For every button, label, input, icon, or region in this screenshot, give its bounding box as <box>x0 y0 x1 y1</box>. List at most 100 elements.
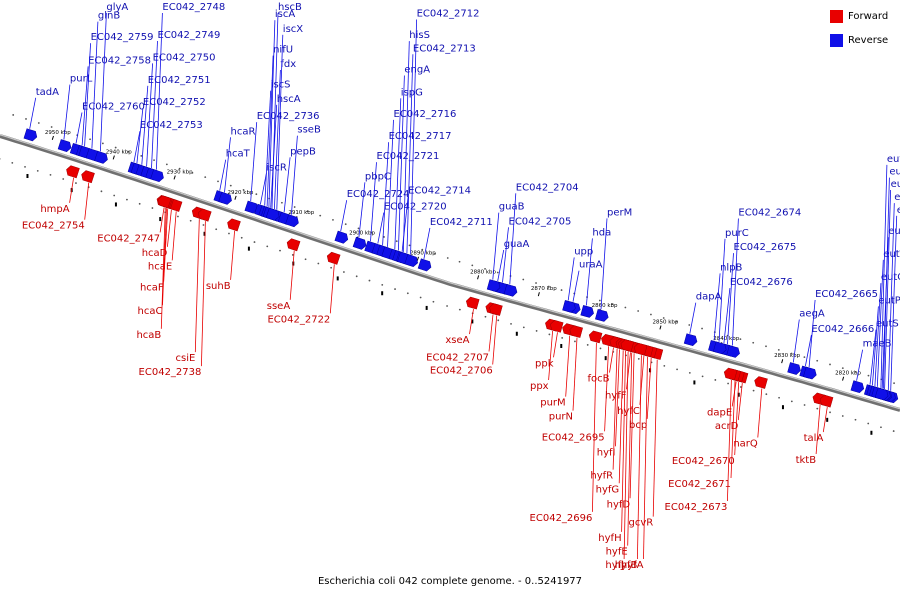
gene-label: EC042_2736 <box>257 111 320 122</box>
guide-dot-upper <box>765 345 767 348</box>
gene-label: focB <box>588 374 610 385</box>
guide-dot-upper <box>496 271 499 274</box>
gene-label: xseA <box>445 335 469 346</box>
guide-dot-upper <box>165 163 168 166</box>
guide-dot-upper <box>242 189 245 191</box>
gene-leader-line <box>646 357 652 419</box>
feature-mark <box>381 291 384 296</box>
gene-arrow <box>713 341 727 355</box>
gene-leader-line <box>266 55 274 207</box>
map-caption: Escherichia coli 042 complete genome. - … <box>317 576 583 587</box>
gene-leader-line <box>276 34 284 210</box>
gene-label: fdx <box>280 59 296 70</box>
scale-tick-label: 2940 kbp <box>106 149 132 155</box>
guide-dot-upper <box>624 306 627 309</box>
gene-leader-line <box>627 352 633 546</box>
guide-dot-lower <box>394 288 396 290</box>
gene-label: hyfC <box>617 406 640 417</box>
gene-label: eutG <box>897 205 900 216</box>
gene-arrow <box>334 230 349 244</box>
gene-leader-line <box>492 315 498 365</box>
reverse-gene-pbpc <box>352 236 367 250</box>
gene-label: uraA <box>579 260 603 271</box>
gene-label: hscA <box>277 94 301 105</box>
gene-leader-line <box>136 108 144 164</box>
gene-leader-line <box>727 253 734 345</box>
feature-mark <box>114 202 117 207</box>
gene-label: eutT <box>883 249 900 260</box>
gene-leader-line <box>612 348 618 470</box>
gene-label: EC042_2716 <box>394 109 457 120</box>
gene-arrow <box>569 325 583 338</box>
gene-leader-line <box>592 342 597 512</box>
gene-leader-line <box>883 177 890 389</box>
gene-label: hyfD <box>607 499 631 510</box>
guide-dot-lower <box>202 224 205 226</box>
gene-leader-line <box>732 218 739 346</box>
feature-mark <box>425 305 428 310</box>
gene-leader-line <box>497 249 505 282</box>
gene-label: narQ <box>733 439 758 450</box>
guide-dot-upper <box>101 142 104 145</box>
gene-label: EC042_2670 <box>672 456 735 467</box>
forward-gene-ec042-2673 <box>723 367 738 381</box>
gene-leader-line <box>623 351 629 560</box>
gene-label: eutJ <box>894 192 900 203</box>
guide-dot-lower <box>11 161 14 164</box>
gene-leader-line <box>401 196 409 252</box>
guide-dot-upper <box>560 289 563 291</box>
scale-tick-label: 2950 kbp <box>45 130 71 136</box>
guide-dot-upper <box>332 218 334 221</box>
guide-dot-lower <box>406 292 409 295</box>
gene-leader-line <box>84 43 91 147</box>
guide-dot-lower <box>151 207 154 209</box>
gene-label: EC042_2673 <box>665 502 728 513</box>
guide-dot-lower <box>497 319 500 322</box>
gene-label: talA <box>804 433 824 444</box>
reverse-gene-ec042-2674 <box>726 345 740 358</box>
gene-leader-line <box>805 334 812 367</box>
gene-label: hda <box>592 227 611 238</box>
reverse-gene-hscb <box>265 207 280 221</box>
forward-gene-ec042-2754 <box>81 170 95 184</box>
reverse-gene-aega <box>787 362 801 375</box>
guide-dot-upper <box>598 299 601 302</box>
gene-leader-line <box>160 207 166 329</box>
reverse-gene-sseb <box>285 214 299 228</box>
guide-dot-lower <box>126 198 128 201</box>
gene-label: EC042_2675 <box>734 242 797 253</box>
gene-arrow <box>850 380 865 394</box>
reverse-gene-upp <box>562 300 576 313</box>
guide-dot-lower <box>892 430 895 432</box>
gene-label: EC042_2671 <box>668 479 731 490</box>
guide-dot-lower <box>765 393 768 396</box>
reverse-gene-maeb <box>850 380 865 394</box>
gene-leader-line <box>872 306 879 386</box>
feature-mark <box>737 392 740 397</box>
gene-leader-line <box>84 182 90 220</box>
guide-dot-lower <box>240 236 243 239</box>
gene-leader-line <box>358 182 366 238</box>
scale-ticks: 2950 kbp 2940 kbp 2930 kbp 2920 kbp 2910 kbp… <box>26 130 873 435</box>
gene-label: EC042_2704 <box>516 182 579 193</box>
reverse-gene-ec042-2665 <box>803 366 817 380</box>
gene-label: acrD <box>715 421 739 432</box>
guide-dot-upper <box>434 252 436 255</box>
gene-arrow <box>723 367 738 381</box>
gene-label: engA <box>404 65 430 76</box>
gene-leader-line <box>734 381 740 456</box>
gene-label: upp <box>574 246 593 257</box>
feature-mark <box>203 231 206 236</box>
forward-gene-suhb <box>227 218 241 232</box>
guide-dot-upper <box>777 348 780 351</box>
gene-leader-line <box>548 330 553 381</box>
scale-tick-label: 2870 kbp <box>531 286 557 292</box>
guide-dot-upper <box>662 317 665 319</box>
scale-tick-label: 2930 kbp <box>167 169 193 175</box>
gene-label: EC042_2713 <box>413 43 476 54</box>
guide-dot-lower <box>177 215 179 218</box>
gene-label: gcvR <box>628 518 653 529</box>
gene-leader-line <box>604 346 609 432</box>
scale-tick <box>416 256 420 261</box>
guide-dot-lower <box>253 241 256 243</box>
